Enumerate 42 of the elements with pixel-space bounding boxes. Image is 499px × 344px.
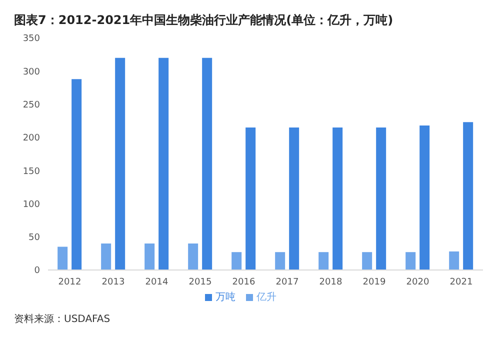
x-tick-label: 2019 (362, 277, 386, 288)
bar (420, 125, 430, 270)
x-tick-label: 2013 (102, 277, 125, 288)
x-tick-label: 2017 (276, 277, 299, 288)
x-tick-label: 2016 (232, 277, 256, 288)
bar (58, 246, 68, 270)
bar (362, 252, 372, 270)
bar (289, 127, 300, 270)
x-tick-label: 2020 (406, 277, 430, 288)
bar (232, 252, 242, 270)
y-tick-label: 50 (28, 233, 40, 244)
y-tick-label: 0 (34, 266, 40, 276)
bar (72, 79, 82, 270)
x-tick-label: 2018 (319, 277, 342, 288)
x-tick-label: 2021 (450, 277, 473, 288)
bar (101, 243, 112, 270)
bar (406, 252, 416, 270)
text: 资料来源：USDAFAS (14, 312, 112, 326)
y-tick-label: 300 (22, 67, 40, 78)
bar (158, 58, 169, 270)
bar (246, 127, 256, 270)
bar (115, 58, 126, 270)
bar (275, 252, 286, 270)
bar (463, 122, 474, 270)
legend-label: 亿升 (256, 292, 276, 303)
bar (376, 127, 386, 270)
bar (318, 252, 329, 270)
y-tick-label: 100 (22, 200, 40, 210)
y-tick-label: 250 (22, 100, 40, 110)
x-tick-label: 2014 (145, 277, 168, 288)
x-tick-label: 2015 (188, 277, 212, 288)
bar (449, 251, 460, 270)
legend-label: 万吨 (216, 292, 236, 303)
y-tick-label: 350 (22, 34, 40, 44)
chart-title: 图表7：2012-2021年中国生物柴油行业产能情况(单位：亿升，万吨) (13, 12, 394, 29)
bar (144, 243, 155, 270)
bar (188, 243, 198, 270)
bar (202, 58, 212, 270)
bar (332, 127, 343, 270)
y-tick-label: 200 (22, 134, 40, 144)
x-tick-label: 2012 (58, 277, 82, 288)
y-tick-label: 150 (22, 166, 40, 177)
